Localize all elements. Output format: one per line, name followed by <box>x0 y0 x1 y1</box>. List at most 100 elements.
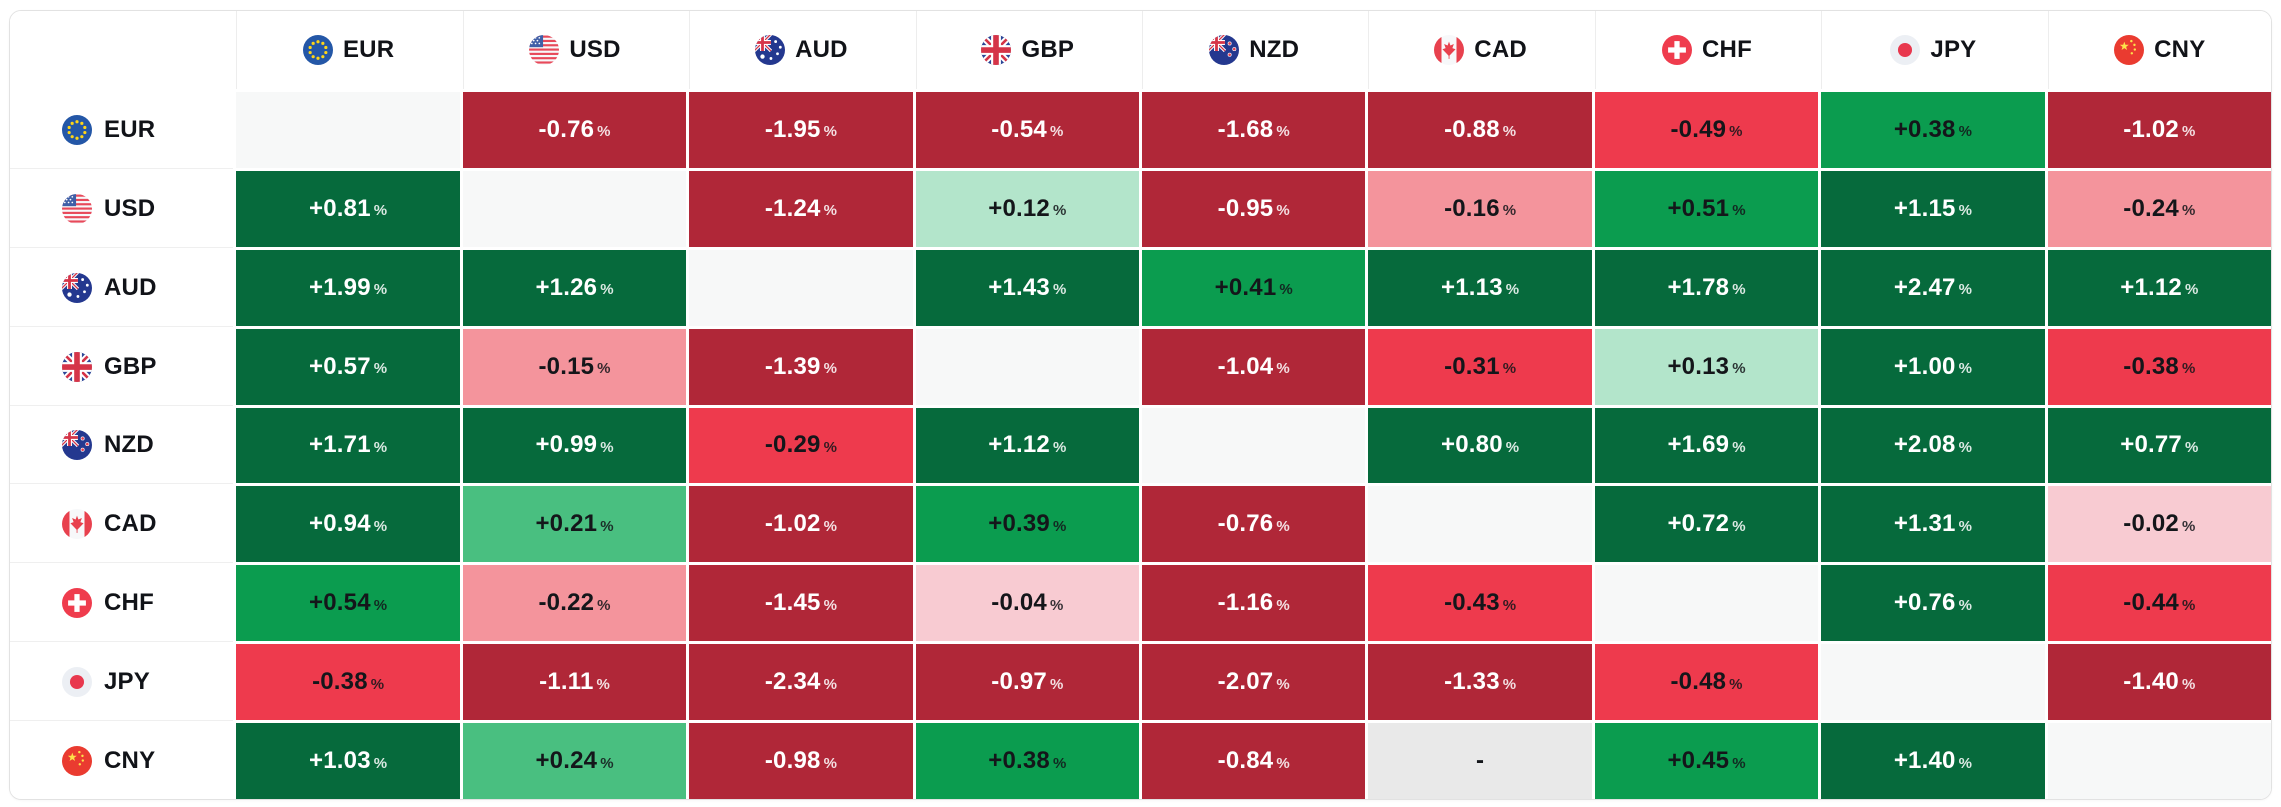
cell-gbp-chf[interactable]: +0.13% <box>1594 328 1819 405</box>
cell-cad-cny[interactable]: -0.02% <box>2047 486 2271 563</box>
row-header-jpy[interactable]: JPY <box>10 644 234 721</box>
cell-gbp-jpy[interactable]: +1.00% <box>1821 328 2045 405</box>
cell-aud-gbp[interactable]: +1.43% <box>915 249 1139 326</box>
cell-usd-aud[interactable]: -1.24% <box>689 170 913 247</box>
cell-usd-nzd[interactable]: -0.95% <box>1141 170 1366 247</box>
cell-aud-usd[interactable]: +1.26% <box>462 249 687 326</box>
cell-gbp-aud[interactable]: -1.39% <box>689 328 913 405</box>
cell-usd-gbp[interactable]: +0.12% <box>915 170 1139 247</box>
cell-chf-eur[interactable]: +0.54% <box>236 565 460 642</box>
row-header-usd[interactable]: USD <box>10 170 234 247</box>
cell-gbp-cny[interactable]: -0.38% <box>2047 328 2271 405</box>
column-header-eur[interactable]: EUR <box>236 11 460 89</box>
cell-eur-gbp[interactable]: -0.54% <box>915 92 1139 168</box>
cell-usd-cad[interactable]: -0.16% <box>1368 170 1592 247</box>
column-header-jpy[interactable]: JPY <box>1821 11 2045 89</box>
cell-cny-gbp[interactable]: +0.38% <box>915 723 1139 799</box>
cell-cny-jpy[interactable]: +1.40% <box>1821 723 2045 799</box>
cell-nzd-eur[interactable]: +1.71% <box>236 407 460 484</box>
column-header-chf[interactable]: CHF <box>1594 11 1819 89</box>
cell-cad-jpy[interactable]: +1.31% <box>1821 486 2045 563</box>
cell-chf-gbp[interactable]: -0.04% <box>915 565 1139 642</box>
cell-cny-chf[interactable]: +0.45% <box>1594 723 1819 799</box>
row-header-chf[interactable]: CHF <box>10 565 234 642</box>
cell-aud-cny[interactable]: +1.12% <box>2047 249 2271 326</box>
cell-cad-chf[interactable]: +0.72% <box>1594 486 1819 563</box>
nzd-flag-icon <box>1209 35 1240 65</box>
cell-jpy-nzd[interactable]: -2.07% <box>1141 644 1366 721</box>
cell-value: +0.51 <box>1667 194 1730 222</box>
cell-jpy-cny[interactable]: -1.40% <box>2047 644 2271 721</box>
cell-nzd-cny[interactable]: +0.77% <box>2047 407 2271 484</box>
cell-aud-cad[interactable]: +1.13% <box>1368 249 1592 326</box>
cell-value: +0.80 <box>1441 431 1503 459</box>
cell-chf-cny[interactable]: -0.44% <box>2047 565 2271 642</box>
cell-usd-eur[interactable]: +0.81% <box>236 170 460 247</box>
cell-jpy-gbp[interactable]: -0.97% <box>915 644 1139 721</box>
cell-cny-aud[interactable]: -0.98% <box>689 723 913 799</box>
cell-nzd-chf[interactable]: +1.69% <box>1594 407 1819 484</box>
column-header-cad[interactable]: CAD <box>1368 11 1592 89</box>
cell-eur-aud[interactable]: -1.95% <box>689 92 913 168</box>
cell-eur-nzd[interactable]: -1.68% <box>1141 92 1366 168</box>
cell-nzd-usd[interactable]: +0.99% <box>462 407 687 484</box>
cell-value: -1.40 <box>2123 668 2179 696</box>
cell-nzd-jpy[interactable]: +2.08% <box>1821 407 2045 484</box>
cell-jpy-chf[interactable]: -0.48% <box>1594 644 1819 721</box>
cell-eur-chf[interactable]: -0.49% <box>1594 92 1819 168</box>
cell-aud-chf[interactable]: +1.78% <box>1594 249 1819 326</box>
cell-usd-jpy[interactable]: +1.15% <box>1821 170 2045 247</box>
cell-nzd-cad[interactable]: +0.80% <box>1368 407 1592 484</box>
cny-flag-icon <box>62 746 92 777</box>
cell-gbp-cad[interactable]: -0.31% <box>1368 328 1592 405</box>
cell-chf-cad[interactable]: -0.43% <box>1368 565 1592 642</box>
cell-nzd-aud[interactable]: -0.29% <box>689 407 913 484</box>
row-header-cny[interactable]: CNY <box>10 723 234 799</box>
cell-aud-nzd[interactable]: +0.41% <box>1141 249 1366 326</box>
column-header-gbp[interactable]: GBP <box>915 11 1139 89</box>
cell-cny-eur[interactable]: +1.03% <box>236 723 460 799</box>
cell-chf-jpy[interactable]: +0.76% <box>1821 565 2045 642</box>
cell-cad-gbp[interactable]: +0.39% <box>915 486 1139 563</box>
column-header-nzd[interactable]: NZD <box>1141 11 1366 89</box>
cell-eur-cad[interactable]: -0.88% <box>1368 92 1592 168</box>
row-header-cad[interactable]: CAD <box>10 486 234 563</box>
cell-jpy-jpy-diagonal <box>1821 644 2045 721</box>
cell-cny-cad-no-data[interactable]: - <box>1368 723 1592 799</box>
cell-cny-usd[interactable]: +0.24% <box>462 723 687 799</box>
column-header-label: CNY <box>2154 36 2206 63</box>
cell-jpy-cad[interactable]: -1.33% <box>1368 644 1592 721</box>
cell-gbp-nzd[interactable]: -1.04% <box>1141 328 1366 405</box>
cell-aud-eur[interactable]: +1.99% <box>236 249 460 326</box>
cell-eur-usd[interactable]: -0.76% <box>462 92 687 168</box>
cell-aud-jpy[interactable]: +2.47% <box>1821 249 2045 326</box>
cell-value: -1.04 <box>1217 352 1274 380</box>
cell-cad-eur[interactable]: +0.94% <box>236 486 460 563</box>
cell-chf-usd[interactable]: -0.22% <box>462 565 687 642</box>
cell-cny-nzd[interactable]: -0.84% <box>1141 723 1366 799</box>
cell-jpy-eur[interactable]: -0.38% <box>236 644 460 721</box>
cell-gbp-eur[interactable]: +0.57% <box>236 328 460 405</box>
cell-gbp-usd[interactable]: -0.15% <box>462 328 687 405</box>
cell-cad-usd[interactable]: +0.21% <box>462 486 687 563</box>
column-header-usd[interactable]: USD <box>462 11 687 89</box>
column-header-cny[interactable]: CNY <box>2047 11 2271 89</box>
row-header-gbp[interactable]: GBP <box>10 328 234 405</box>
cell-chf-nzd[interactable]: -1.16% <box>1141 565 1366 642</box>
column-header-aud[interactable]: AUD <box>689 11 913 89</box>
cell-value: -2.34 <box>764 668 821 696</box>
cell-chf-aud[interactable]: -1.45% <box>689 565 913 642</box>
cell-jpy-aud[interactable]: -2.34% <box>689 644 913 721</box>
cell-cad-nzd[interactable]: -0.76% <box>1141 486 1366 563</box>
cell-jpy-usd[interactable]: -1.11% <box>462 644 687 721</box>
row-header-aud[interactable]: AUD <box>10 249 234 326</box>
row-header-eur[interactable]: EUR <box>10 92 234 168</box>
cell-nzd-gbp[interactable]: +1.12% <box>915 407 1139 484</box>
cell-eur-jpy[interactable]: +0.38% <box>1821 92 2045 168</box>
percent-sign: % <box>373 202 388 220</box>
cell-eur-cny[interactable]: -1.02% <box>2047 92 2271 168</box>
cell-cad-aud[interactable]: -1.02% <box>689 486 913 563</box>
cell-usd-cny[interactable]: -0.24% <box>2047 170 2271 247</box>
cell-usd-chf[interactable]: +0.51% <box>1594 170 1819 247</box>
row-header-nzd[interactable]: NZD <box>10 407 234 484</box>
